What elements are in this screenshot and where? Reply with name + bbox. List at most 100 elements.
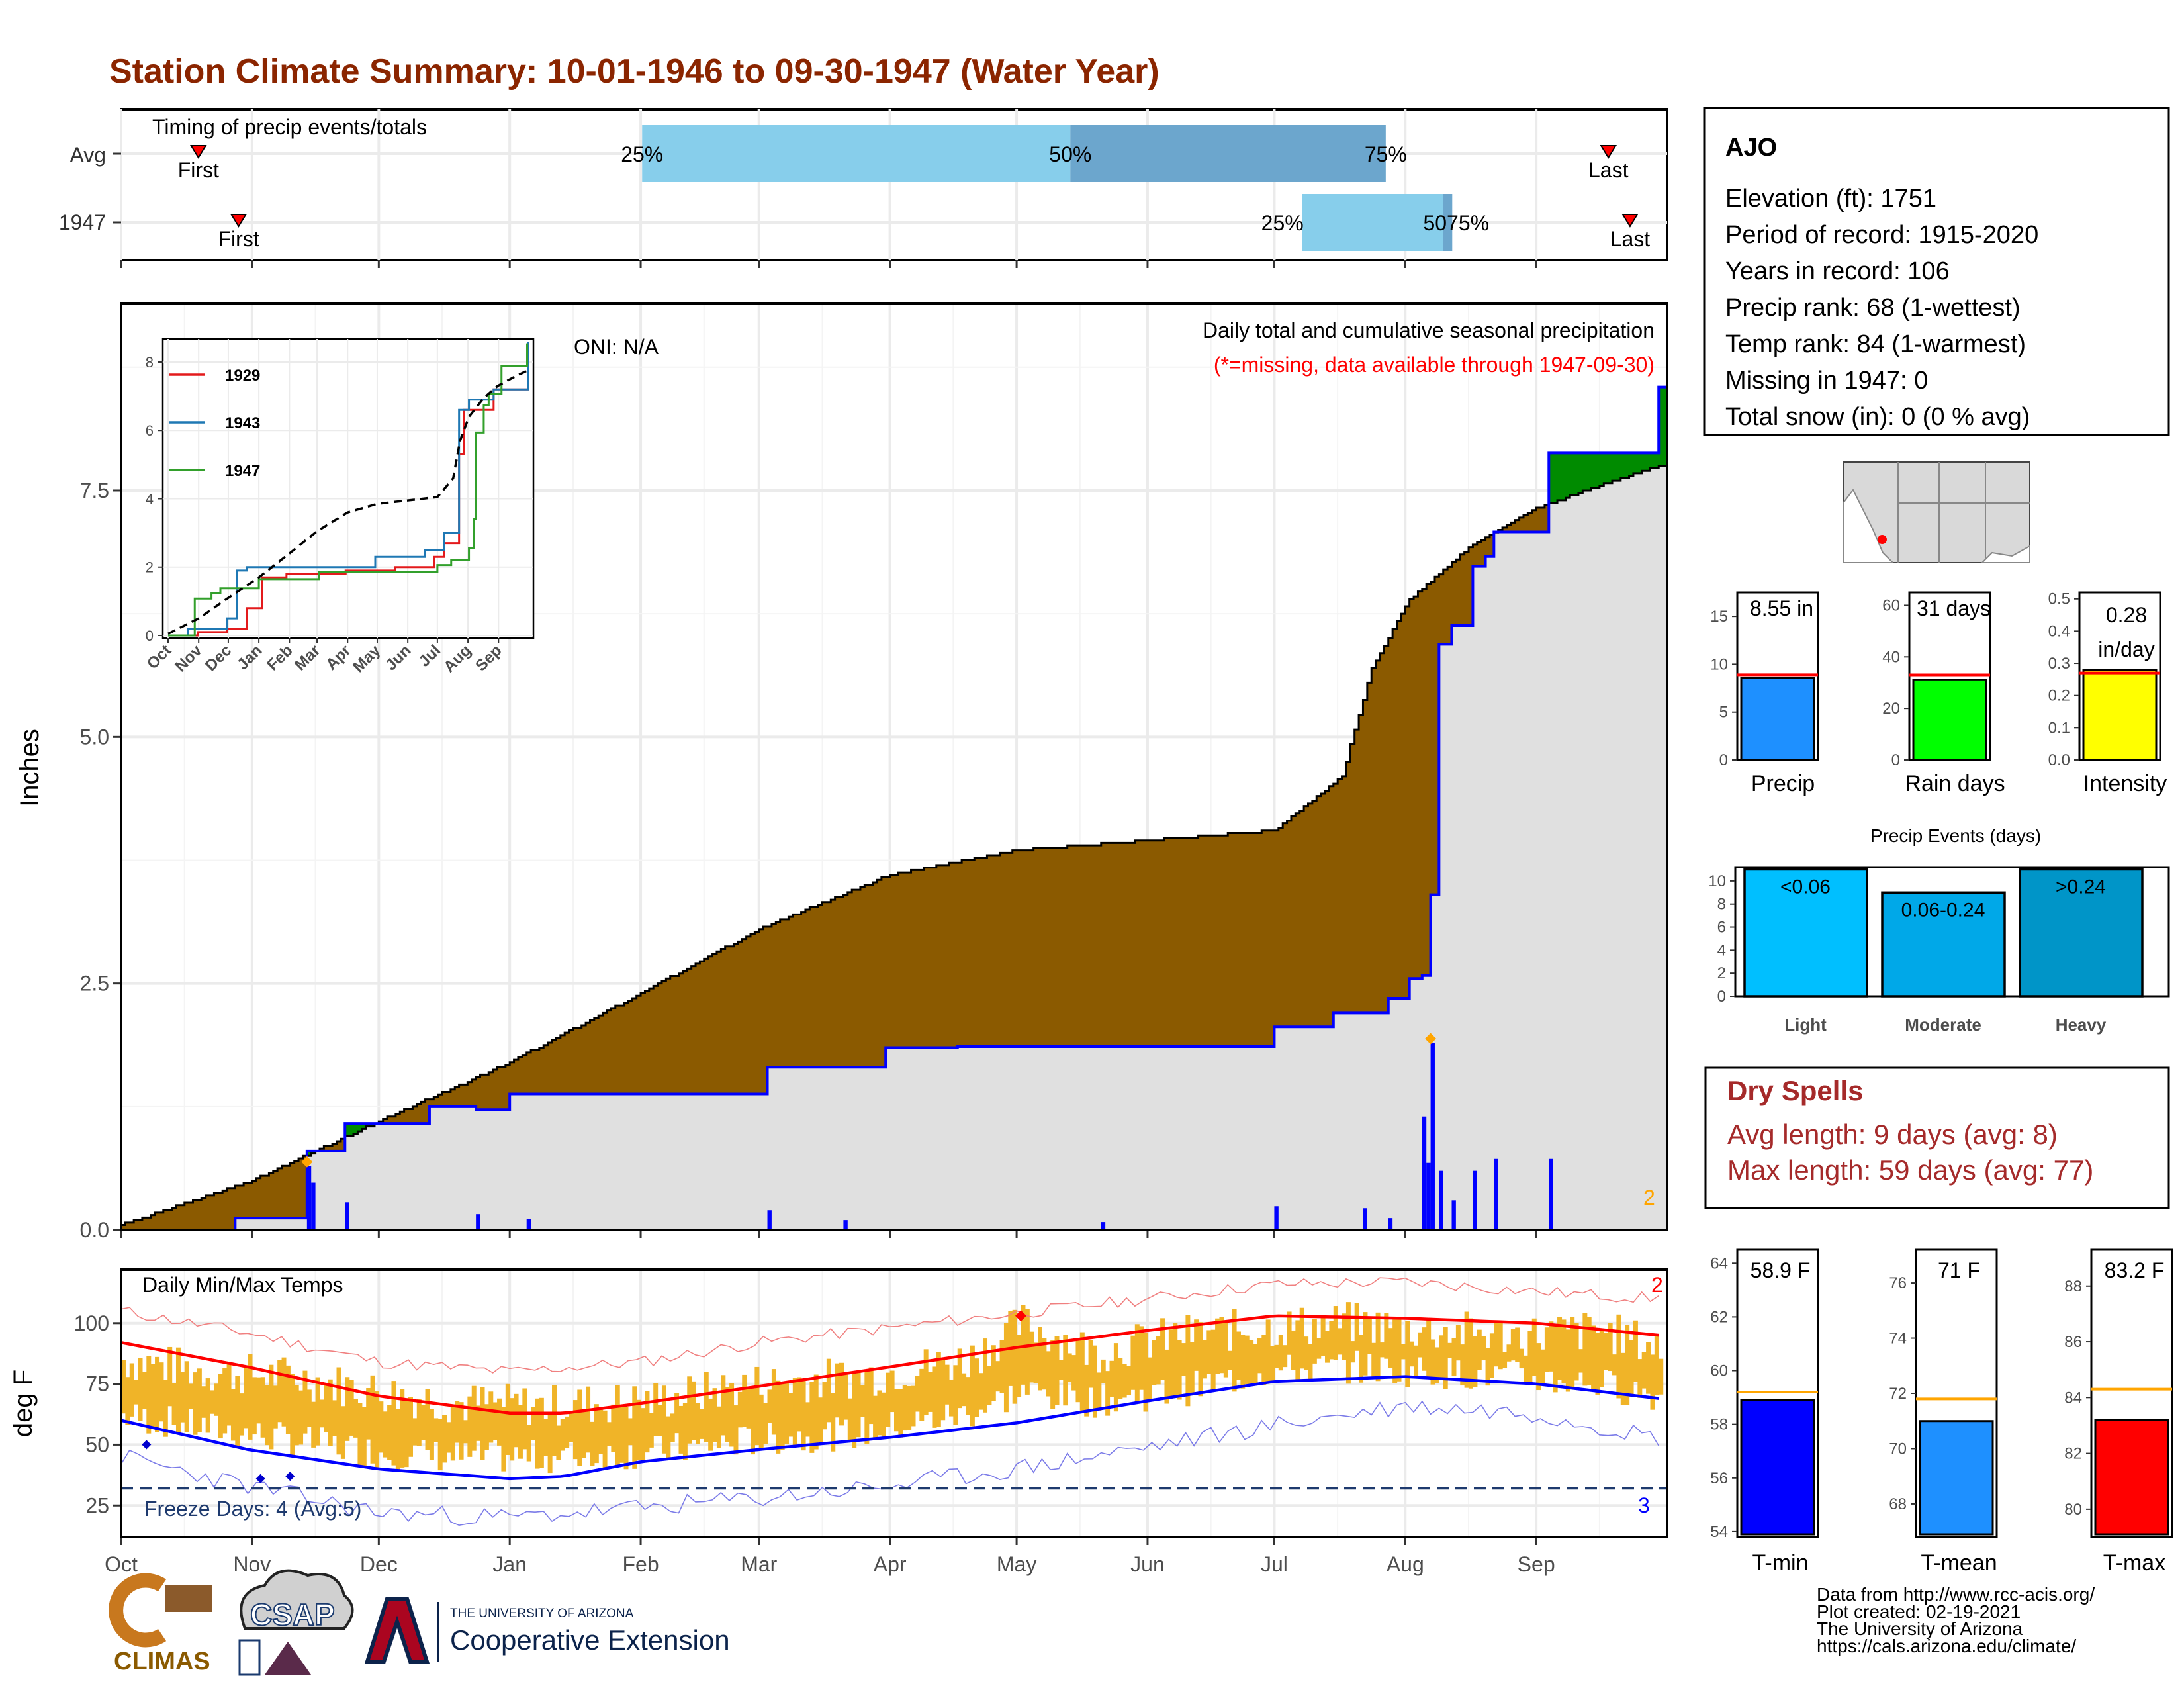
daily-temp-bar — [1342, 1313, 1347, 1360]
csap-logo-mountain — [265, 1642, 311, 1675]
temp-summary-value: 58.9 F — [1751, 1258, 1811, 1282]
daily-temp-bar — [218, 1374, 223, 1439]
daily-temp-bar — [712, 1388, 717, 1442]
temp-summary-ytick-label: 74 — [1889, 1330, 1907, 1348]
station-info-lines: Elevation (ft): 1751 Period of record: 19… — [1725, 185, 2038, 431]
data-source-footer: Data from http://www.rcc-acis.org/ Plot … — [1817, 1584, 2095, 1656]
daily-temp-bar — [171, 1383, 177, 1425]
daily-temp-bar — [1152, 1340, 1157, 1385]
daily-temp-bar — [881, 1392, 886, 1437]
temperature-summary-bars: 58.9 F 54 56 58 60 62 64 T-min 71 F 68 70 72 74 76 T-m… — [1710, 1248, 2173, 1575]
daily-temp-bar — [1599, 1331, 1604, 1387]
daily-temp-bar — [898, 1388, 903, 1438]
daily-temp-bar — [138, 1358, 143, 1421]
precip-panel-frame — [120, 302, 1668, 1231]
inset-legend: 1929 1943 1947 — [169, 367, 260, 480]
mini-chart-ytick-label: 0.0 — [2048, 751, 2070, 769]
temp-summary-bar — [1919, 1420, 1994, 1536]
temp-summary-label: T-mean — [1921, 1550, 1997, 1575]
inset-legend-label: 1947 — [225, 462, 260, 480]
precip-events-ytick-label: 8 — [1717, 896, 1726, 914]
daily-temp-bar — [1371, 1342, 1377, 1378]
daily-temp-bar — [911, 1385, 916, 1427]
record-max-line — [120, 1277, 1659, 1374]
daily-temp-bar — [471, 1385, 477, 1451]
temp-summary-value: 83.2 F — [2105, 1258, 2165, 1282]
daily-temp-bar — [627, 1418, 633, 1446]
daily-temp-bar — [531, 1407, 536, 1440]
daily-temp-bar — [1523, 1355, 1528, 1383]
daily-temp-bar — [484, 1404, 489, 1450]
temp-summary-ytick-label: 82 — [2064, 1445, 2082, 1463]
precip-ylabel: Inches — [15, 729, 44, 807]
freeze-days-label: Freeze Days: 4 (Avg:5) — [144, 1497, 361, 1521]
daily-temp-bar — [1405, 1321, 1410, 1387]
daily-temp-bar — [239, 1393, 244, 1436]
temps-ylabel: deg F — [9, 1370, 38, 1437]
daily-temp-bar — [1586, 1317, 1592, 1385]
station-info-line: Missing in 1947: 0 — [1725, 367, 1928, 395]
daily-temp-bar — [501, 1407, 506, 1472]
daily-temp-bar — [324, 1384, 329, 1432]
mini-chart-ytick-label: 0.4 — [2048, 622, 2070, 640]
dry-spells-max: Max length: 59 days (avg: 77) — [1727, 1154, 2093, 1186]
daily-temp-bar — [873, 1395, 878, 1439]
daily-temp-bar — [691, 1381, 696, 1440]
daily-temp-bar — [704, 1372, 709, 1442]
precip-ytick-label: 5.0 — [80, 725, 109, 749]
daily-temp-bar — [383, 1411, 388, 1458]
daily-temp-bar — [492, 1402, 498, 1440]
daily-temp-bar — [1185, 1315, 1191, 1407]
timing-last-label: Last — [1610, 227, 1651, 251]
daily-temp-bar — [1544, 1327, 1549, 1372]
daily-temp-bar — [1202, 1340, 1207, 1379]
daily-temp-bar — [163, 1380, 168, 1437]
daily-temp-bar — [826, 1358, 831, 1423]
daily-temp-bar — [805, 1402, 810, 1437]
daily-temp-bar — [598, 1407, 604, 1454]
daily-temp-bar — [1354, 1303, 1359, 1351]
timing-bar-q1 — [642, 125, 1071, 182]
station-info-line: Precip rank: 68 (1-wettest) — [1725, 294, 2021, 322]
daily-temp-bar — [1046, 1351, 1051, 1397]
climas-logo-text: CLIMAS — [114, 1648, 210, 1675]
daily-precip-bar — [311, 1182, 316, 1230]
daily-temp-bar — [361, 1407, 367, 1467]
daily-temp-bar — [1130, 1335, 1136, 1390]
daily-temp-bar — [632, 1386, 637, 1469]
temp-summary-ytick-label: 72 — [1889, 1385, 1907, 1403]
daily-temp-bar — [357, 1403, 363, 1466]
daily-temp-bar — [535, 1398, 540, 1469]
daily-temp-bar — [425, 1389, 430, 1450]
daily-temp-bar — [1608, 1323, 1613, 1372]
daily-temp-bar — [1253, 1344, 1258, 1385]
daily-temp-bar — [1506, 1344, 1512, 1362]
daily-temp-bar — [1418, 1332, 1423, 1358]
daily-temp-bar — [889, 1370, 895, 1413]
daily-temp-bar — [1616, 1314, 1621, 1399]
daily-temp-bar — [923, 1349, 929, 1415]
daily-temp-bar — [1139, 1326, 1144, 1390]
mini-chart-label: Rain days — [1905, 771, 2005, 796]
daily-temp-bar — [1625, 1325, 1630, 1405]
timing-pct-25: 25% — [1261, 211, 1304, 235]
daily-precip-bar — [1101, 1222, 1106, 1230]
daily-temp-bar — [1460, 1344, 1465, 1386]
daily-temp-bar — [463, 1420, 468, 1444]
daily-temp-bar — [391, 1381, 396, 1466]
daily-temp-bar — [1042, 1338, 1047, 1390]
daily-temp-bar — [780, 1383, 785, 1450]
daily-temp-bar — [1084, 1364, 1089, 1417]
daily-temp-bar — [552, 1385, 557, 1456]
daily-temp-bar — [1494, 1321, 1499, 1367]
year-cumulative-line — [121, 385, 1667, 1231]
temp-summary-ytick-label: 86 — [2064, 1333, 2082, 1351]
daily-temp-bar — [370, 1375, 375, 1464]
timing-pct-50: 50% — [1049, 142, 1091, 166]
daily-temp-bar — [1058, 1360, 1064, 1380]
daily-temp-bar — [1223, 1323, 1228, 1378]
daily-temp-bar — [1017, 1335, 1022, 1397]
daily-temp-bar — [226, 1361, 232, 1426]
precip-events-ytick-label: 10 — [1708, 872, 1726, 890]
daily-temp-bar — [125, 1377, 130, 1425]
